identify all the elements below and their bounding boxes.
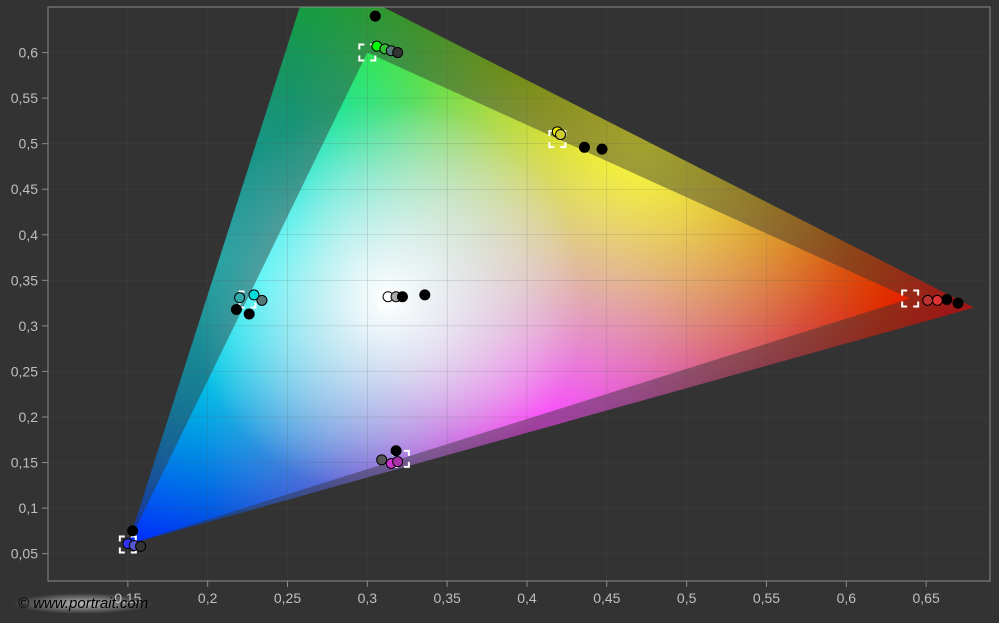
svg-text:0,5: 0,5 [19,136,39,152]
svg-text:0,4: 0,4 [517,590,537,606]
measured-green [370,11,380,21]
svg-text:0,55: 0,55 [753,590,780,606]
svg-text:0,25: 0,25 [274,590,301,606]
svg-text:0,6: 0,6 [19,45,39,61]
svg-text:0,1: 0,1 [19,500,39,516]
svg-text:0,4: 0,4 [19,227,39,243]
svg-text:0,5: 0,5 [677,590,697,606]
measured-red [953,298,963,308]
svg-text:0,45: 0,45 [593,590,620,606]
measured-white [420,290,430,300]
measured-cyan [231,304,241,314]
svg-text:0,35: 0,35 [11,272,38,288]
svg-text:0,35: 0,35 [434,590,461,606]
measured-green [393,48,403,58]
measured-red [932,295,942,305]
measured-blue [136,541,146,551]
measured-red [942,294,952,304]
svg-text:0,05: 0,05 [11,546,38,562]
cie-chart-svg: 0,15 0,2 0,25 0,3 0,35 0,4 0,45 0,5 0,55 0,6 0,65 0… [0,0,999,623]
svg-text:0,2: 0,2 [19,409,39,425]
measured-yellow [597,144,607,154]
svg-text:0,25: 0,25 [11,363,38,379]
svg-text:0,3: 0,3 [19,318,39,334]
svg-text:0,2: 0,2 [198,590,218,606]
measured-magenta [377,455,387,465]
svg-text:0,3: 0,3 [358,590,378,606]
svg-text:0,65: 0,65 [913,590,940,606]
measured-cyan [235,293,245,303]
measured-yellow [579,142,589,152]
measured-yellow [556,130,566,140]
measured-cyan [244,309,254,319]
svg-text:0,6: 0,6 [837,590,857,606]
measured-red [923,295,933,305]
svg-text:0,45: 0,45 [11,181,38,197]
measured-magenta [393,457,403,467]
cie-chart-container: 0,15 0,2 0,25 0,3 0,35 0,4 0,45 0,5 0,55 0,6 0,65 0… [0,0,999,623]
measured-blue [128,526,138,536]
svg-text:0,55: 0,55 [11,90,38,106]
svg-text:0,15: 0,15 [11,455,38,471]
measured-cyan [257,295,267,305]
measured-white [397,292,407,302]
measured-magenta [391,446,401,456]
watermark-label: © www.portrait.com [12,593,154,614]
